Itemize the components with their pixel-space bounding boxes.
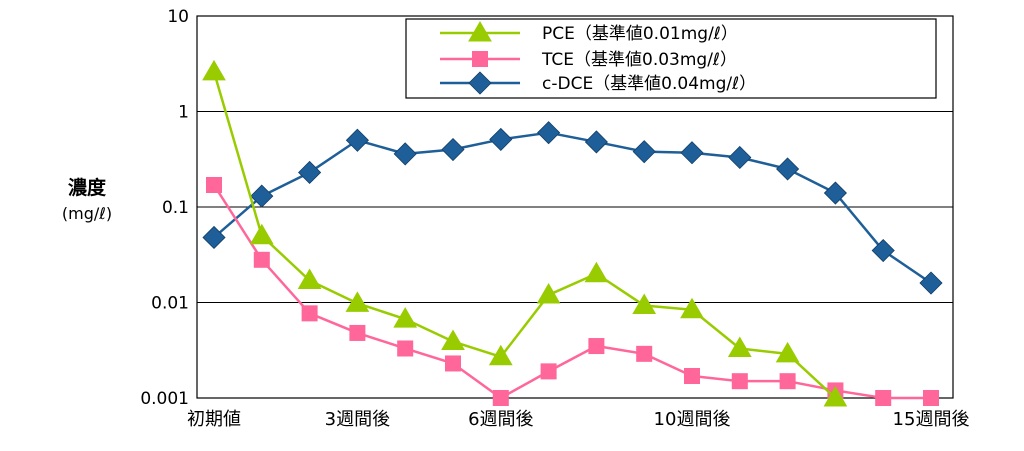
x-tick-label-1: 3週間後 xyxy=(325,409,390,430)
data-point-1-11 xyxy=(731,373,748,390)
data-point-2-15 xyxy=(919,271,943,295)
legend-marker-0 xyxy=(468,21,492,42)
data-point-0-4 xyxy=(393,307,418,328)
data-point-2-10 xyxy=(680,141,704,165)
legend-marker-1 xyxy=(472,51,488,67)
y-axis-unit: (mg/ℓ) xyxy=(61,204,113,223)
data-point-1-1 xyxy=(253,251,270,268)
data-point-1-7 xyxy=(540,363,557,380)
series-square xyxy=(206,176,939,406)
data-point-0-8 xyxy=(584,261,609,283)
data-point-0-10 xyxy=(680,297,704,319)
data-point-0-2 xyxy=(297,268,322,289)
data-point-2-14 xyxy=(871,238,895,263)
data-point-2-9 xyxy=(632,140,656,164)
y-tick-label-4: 10 xyxy=(167,7,189,27)
y-tick-label-0: 0.001 xyxy=(140,389,189,409)
legend: PCE（基準値0.01mg/ℓ） TCE（基準値0.03mg/ℓ） c-DCE（基準… xyxy=(405,18,937,99)
series-diamond xyxy=(202,121,943,295)
series-line-1 xyxy=(212,184,931,400)
data-point-0-13 xyxy=(823,386,848,407)
series-triangle xyxy=(202,59,848,407)
data-point-1-10 xyxy=(684,367,700,384)
data-point-2-4 xyxy=(393,142,417,166)
data-point-2-1 xyxy=(250,184,274,208)
data-point-2-2 xyxy=(298,160,322,185)
data-point-0-9 xyxy=(632,293,657,315)
data-point-2-3 xyxy=(345,128,369,152)
data-point-0-0 xyxy=(202,59,226,81)
data-point-2-13 xyxy=(823,181,847,205)
plot-area xyxy=(196,15,954,399)
data-point-1-2 xyxy=(301,305,318,322)
x-tick-label-2: 6週間後 xyxy=(468,409,533,430)
y-tick-label-3: 1 xyxy=(178,103,189,123)
legend-label-0: PCE（基準値0.01mg/ℓ） xyxy=(542,24,738,44)
legend-label-1: TCE（基準値0.03mg/ℓ） xyxy=(541,50,737,70)
data-point-2-5 xyxy=(441,137,465,162)
y-tick-label-1: 0.01 xyxy=(151,294,189,314)
data-point-2-11 xyxy=(728,145,752,170)
data-point-0-12 xyxy=(775,341,800,363)
data-point-2-8 xyxy=(584,130,608,154)
data-point-1-12 xyxy=(779,373,796,390)
data-point-2-12 xyxy=(776,157,800,181)
data-point-1-15 xyxy=(923,390,939,406)
data-point-1-0 xyxy=(206,176,222,193)
legend-label-2: c-DCE（基準値0.04mg/ℓ） xyxy=(542,74,756,94)
data-point-0-7 xyxy=(536,282,561,304)
x-tick-label-4: 15週間後 xyxy=(893,409,970,430)
data-point-2-6 xyxy=(489,127,513,151)
data-point-1-3 xyxy=(349,324,366,341)
x-tick-label-0: 初期値 xyxy=(187,409,241,430)
data-point-1-8 xyxy=(588,338,605,355)
legend-marker-2 xyxy=(468,71,492,95)
data-point-2-7 xyxy=(537,121,561,145)
y-tick-label-2: 0.1 xyxy=(162,198,189,218)
data-point-1-6 xyxy=(492,390,509,406)
data-point-0-1 xyxy=(249,223,274,245)
data-point-0-6 xyxy=(488,344,513,366)
data-point-1-4 xyxy=(397,340,414,357)
x-tick-label-3: 10週間後 xyxy=(654,409,731,430)
data-point-0-5 xyxy=(441,329,465,351)
y-axis-title: 濃度 xyxy=(67,177,106,199)
data-point-1-14 xyxy=(875,390,892,406)
data-point-0-3 xyxy=(345,291,370,312)
data-point-1-5 xyxy=(445,355,461,372)
data-point-1-9 xyxy=(636,345,653,362)
data-point-2-0 xyxy=(202,225,226,250)
data-point-0-11 xyxy=(727,336,752,357)
y-axis-label: 濃度 (mg/ℓ) xyxy=(42,173,132,223)
series-line-2 xyxy=(213,131,932,285)
